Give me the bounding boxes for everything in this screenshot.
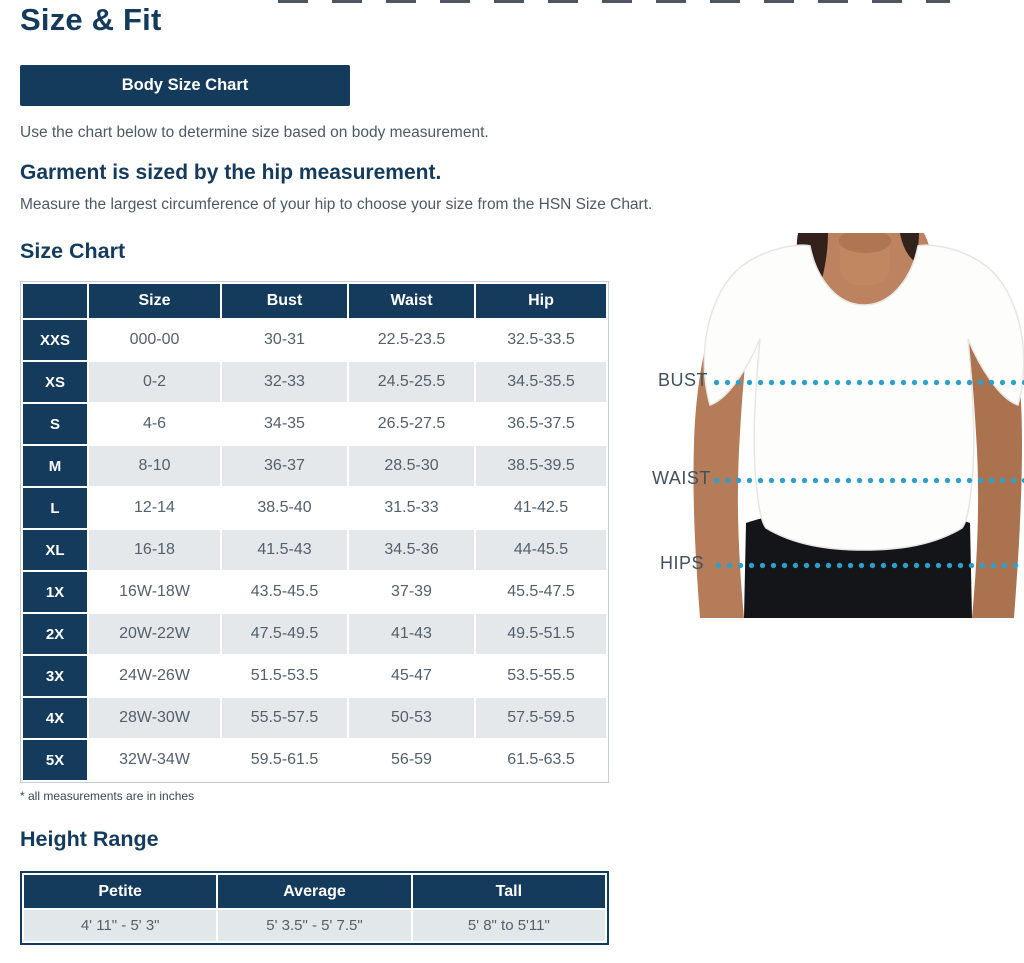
row-label: L (23, 488, 87, 528)
waist-dotted-line (711, 477, 1024, 484)
size-table-col-hip: Hip (476, 284, 606, 318)
model-photo (650, 203, 1024, 618)
hips-label: HIPS (660, 553, 705, 573)
measurements-footnote: * all measurements are in inches (20, 789, 195, 803)
cell-bust: 55.5-57.5 (222, 698, 347, 738)
cell-size: 4-6 (89, 404, 220, 444)
height-value-tall: 5' 8" to 5'11" (412, 910, 605, 941)
top-crop-artifact (278, 0, 950, 3)
cell-hip: 57.5-59.5 (476, 698, 606, 738)
size-chart-heading: Size Chart (20, 239, 126, 263)
cell-bust: 34-35 (222, 404, 347, 444)
cell-size: 12-14 (89, 488, 220, 528)
page-title: Size & Fit (20, 2, 162, 37)
cell-size: 20W-22W (89, 614, 220, 654)
cell-bust: 59.5-61.5 (222, 740, 347, 780)
height-table-value-row: 4' 11" - 5' 3" 5' 3.5" - 5' 7.5" 5' 8" t… (24, 910, 605, 941)
table-row: S 4-6 34-35 26.5-27.5 36.5-37.5 (23, 404, 606, 444)
cell-waist: 41-43 (349, 614, 474, 654)
cell-waist: 31.5-33 (349, 488, 474, 528)
intro-text: Use the chart below to determine size ba… (20, 124, 489, 141)
cell-size: 28W-30W (89, 698, 220, 738)
cell-size: 0-2 (89, 362, 220, 402)
cell-bust: 47.5-49.5 (222, 614, 347, 654)
cell-bust: 36-37 (222, 446, 347, 486)
size-table-corner-cell (23, 284, 87, 318)
cell-bust: 51.5-53.5 (222, 656, 347, 696)
height-value-petite: 4' 11" - 5' 3" (24, 910, 217, 941)
bust-label: BUST (658, 370, 709, 390)
size-chart-table: Size Bust Waist Hip XXS 000-00 30-31 22.… (20, 281, 609, 783)
row-label: XS (23, 362, 87, 402)
cell-size: 32W-34W (89, 740, 220, 780)
cell-size: 16W-18W (89, 572, 220, 612)
cell-bust: 41.5-43 (222, 530, 347, 570)
row-label: 4X (23, 698, 87, 738)
table-row: 3X 24W-26W 51.5-53.5 45-47 53.5-55.5 (23, 656, 606, 696)
cell-hip: 41-42.5 (476, 488, 606, 528)
cell-hip: 38.5-39.5 (476, 446, 606, 486)
table-row: 2X 20W-22W 47.5-49.5 41-43 49.5-51.5 (23, 614, 606, 654)
cell-bust: 38.5-40 (222, 488, 347, 528)
size-table-col-bust: Bust (222, 284, 347, 318)
cell-waist: 28.5-30 (349, 446, 474, 486)
table-row: 1X 16W-18W 43.5-45.5 37-39 45.5-47.5 (23, 572, 606, 612)
table-row: M 8-10 36-37 28.5-30 38.5-39.5 (23, 446, 606, 486)
garment-heading: Garment is sized by the hip measurement. (20, 161, 442, 184)
height-col-tall: Tall (412, 875, 605, 908)
row-label: S (23, 404, 87, 444)
cell-waist: 34.5-36 (349, 530, 474, 570)
cell-waist: 24.5-25.5 (349, 362, 474, 402)
cell-bust: 30-31 (222, 320, 347, 360)
bust-dotted-line (711, 379, 1024, 386)
height-value-average: 5' 3.5" - 5' 7.5" (218, 910, 411, 941)
waist-label: WAIST (652, 468, 711, 488)
cell-waist: 22.5-23.5 (349, 320, 474, 360)
garment-subtext: Measure the largest circumference of you… (20, 196, 653, 213)
height-table-header-row: Petite Average Tall (24, 875, 605, 908)
cell-hip: 49.5-51.5 (476, 614, 606, 654)
cell-hip: 36.5-37.5 (476, 404, 606, 444)
height-range-heading: Height Range (20, 827, 159, 851)
cell-bust: 43.5-45.5 (222, 572, 347, 612)
cell-hip: 44-45.5 (476, 530, 606, 570)
model-photo-drawing (693, 203, 1024, 618)
cell-waist: 45-47 (349, 656, 474, 696)
cell-size: 16-18 (89, 530, 220, 570)
cell-hip: 34.5-35.5 (476, 362, 606, 402)
hips-dotted-line (713, 562, 1024, 569)
cell-hip: 53.5-55.5 (476, 656, 606, 696)
cell-hip: 45.5-47.5 (476, 572, 606, 612)
table-row: XL 16-18 41.5-43 34.5-36 44-45.5 (23, 530, 606, 570)
height-col-petite: Petite (24, 875, 217, 908)
table-row: XXS 000-00 30-31 22.5-23.5 32.5-33.5 (23, 320, 606, 360)
cell-hip: 32.5-33.5 (476, 320, 606, 360)
row-label: 5X (23, 740, 87, 780)
cell-hip: 61.5-63.5 (476, 740, 606, 780)
cell-waist: 37-39 (349, 572, 474, 612)
cell-waist: 50-53 (349, 698, 474, 738)
cell-size: 24W-26W (89, 656, 220, 696)
table-row: 4X 28W-30W 55.5-57.5 50-53 57.5-59.5 (23, 698, 606, 738)
table-row: L 12-14 38.5-40 31.5-33 41-42.5 (23, 488, 606, 528)
row-label: 3X (23, 656, 87, 696)
cell-bust: 32-33 (222, 362, 347, 402)
table-row: 5X 32W-34W 59.5-61.5 56-59 61.5-63.5 (23, 740, 606, 780)
size-table-col-size: Size (89, 284, 220, 318)
size-table-header-row: Size Bust Waist Hip (23, 284, 606, 318)
cell-size: 000-00 (89, 320, 220, 360)
row-label: M (23, 446, 87, 486)
height-col-average: Average (218, 875, 411, 908)
size-table-col-waist: Waist (349, 284, 474, 318)
row-label: XXS (23, 320, 87, 360)
cell-size: 8-10 (89, 446, 220, 486)
row-label: XL (23, 530, 87, 570)
body-size-chart-button[interactable]: Body Size Chart (20, 65, 350, 106)
cell-waist: 26.5-27.5 (349, 404, 474, 444)
row-label: 1X (23, 572, 87, 612)
table-row: XS 0-2 32-33 24.5-25.5 34.5-35.5 (23, 362, 606, 402)
row-label: 2X (23, 614, 87, 654)
height-range-table: Petite Average Tall 4' 11" - 5' 3" 5' 3.… (20, 871, 609, 945)
cell-waist: 56-59 (349, 740, 474, 780)
